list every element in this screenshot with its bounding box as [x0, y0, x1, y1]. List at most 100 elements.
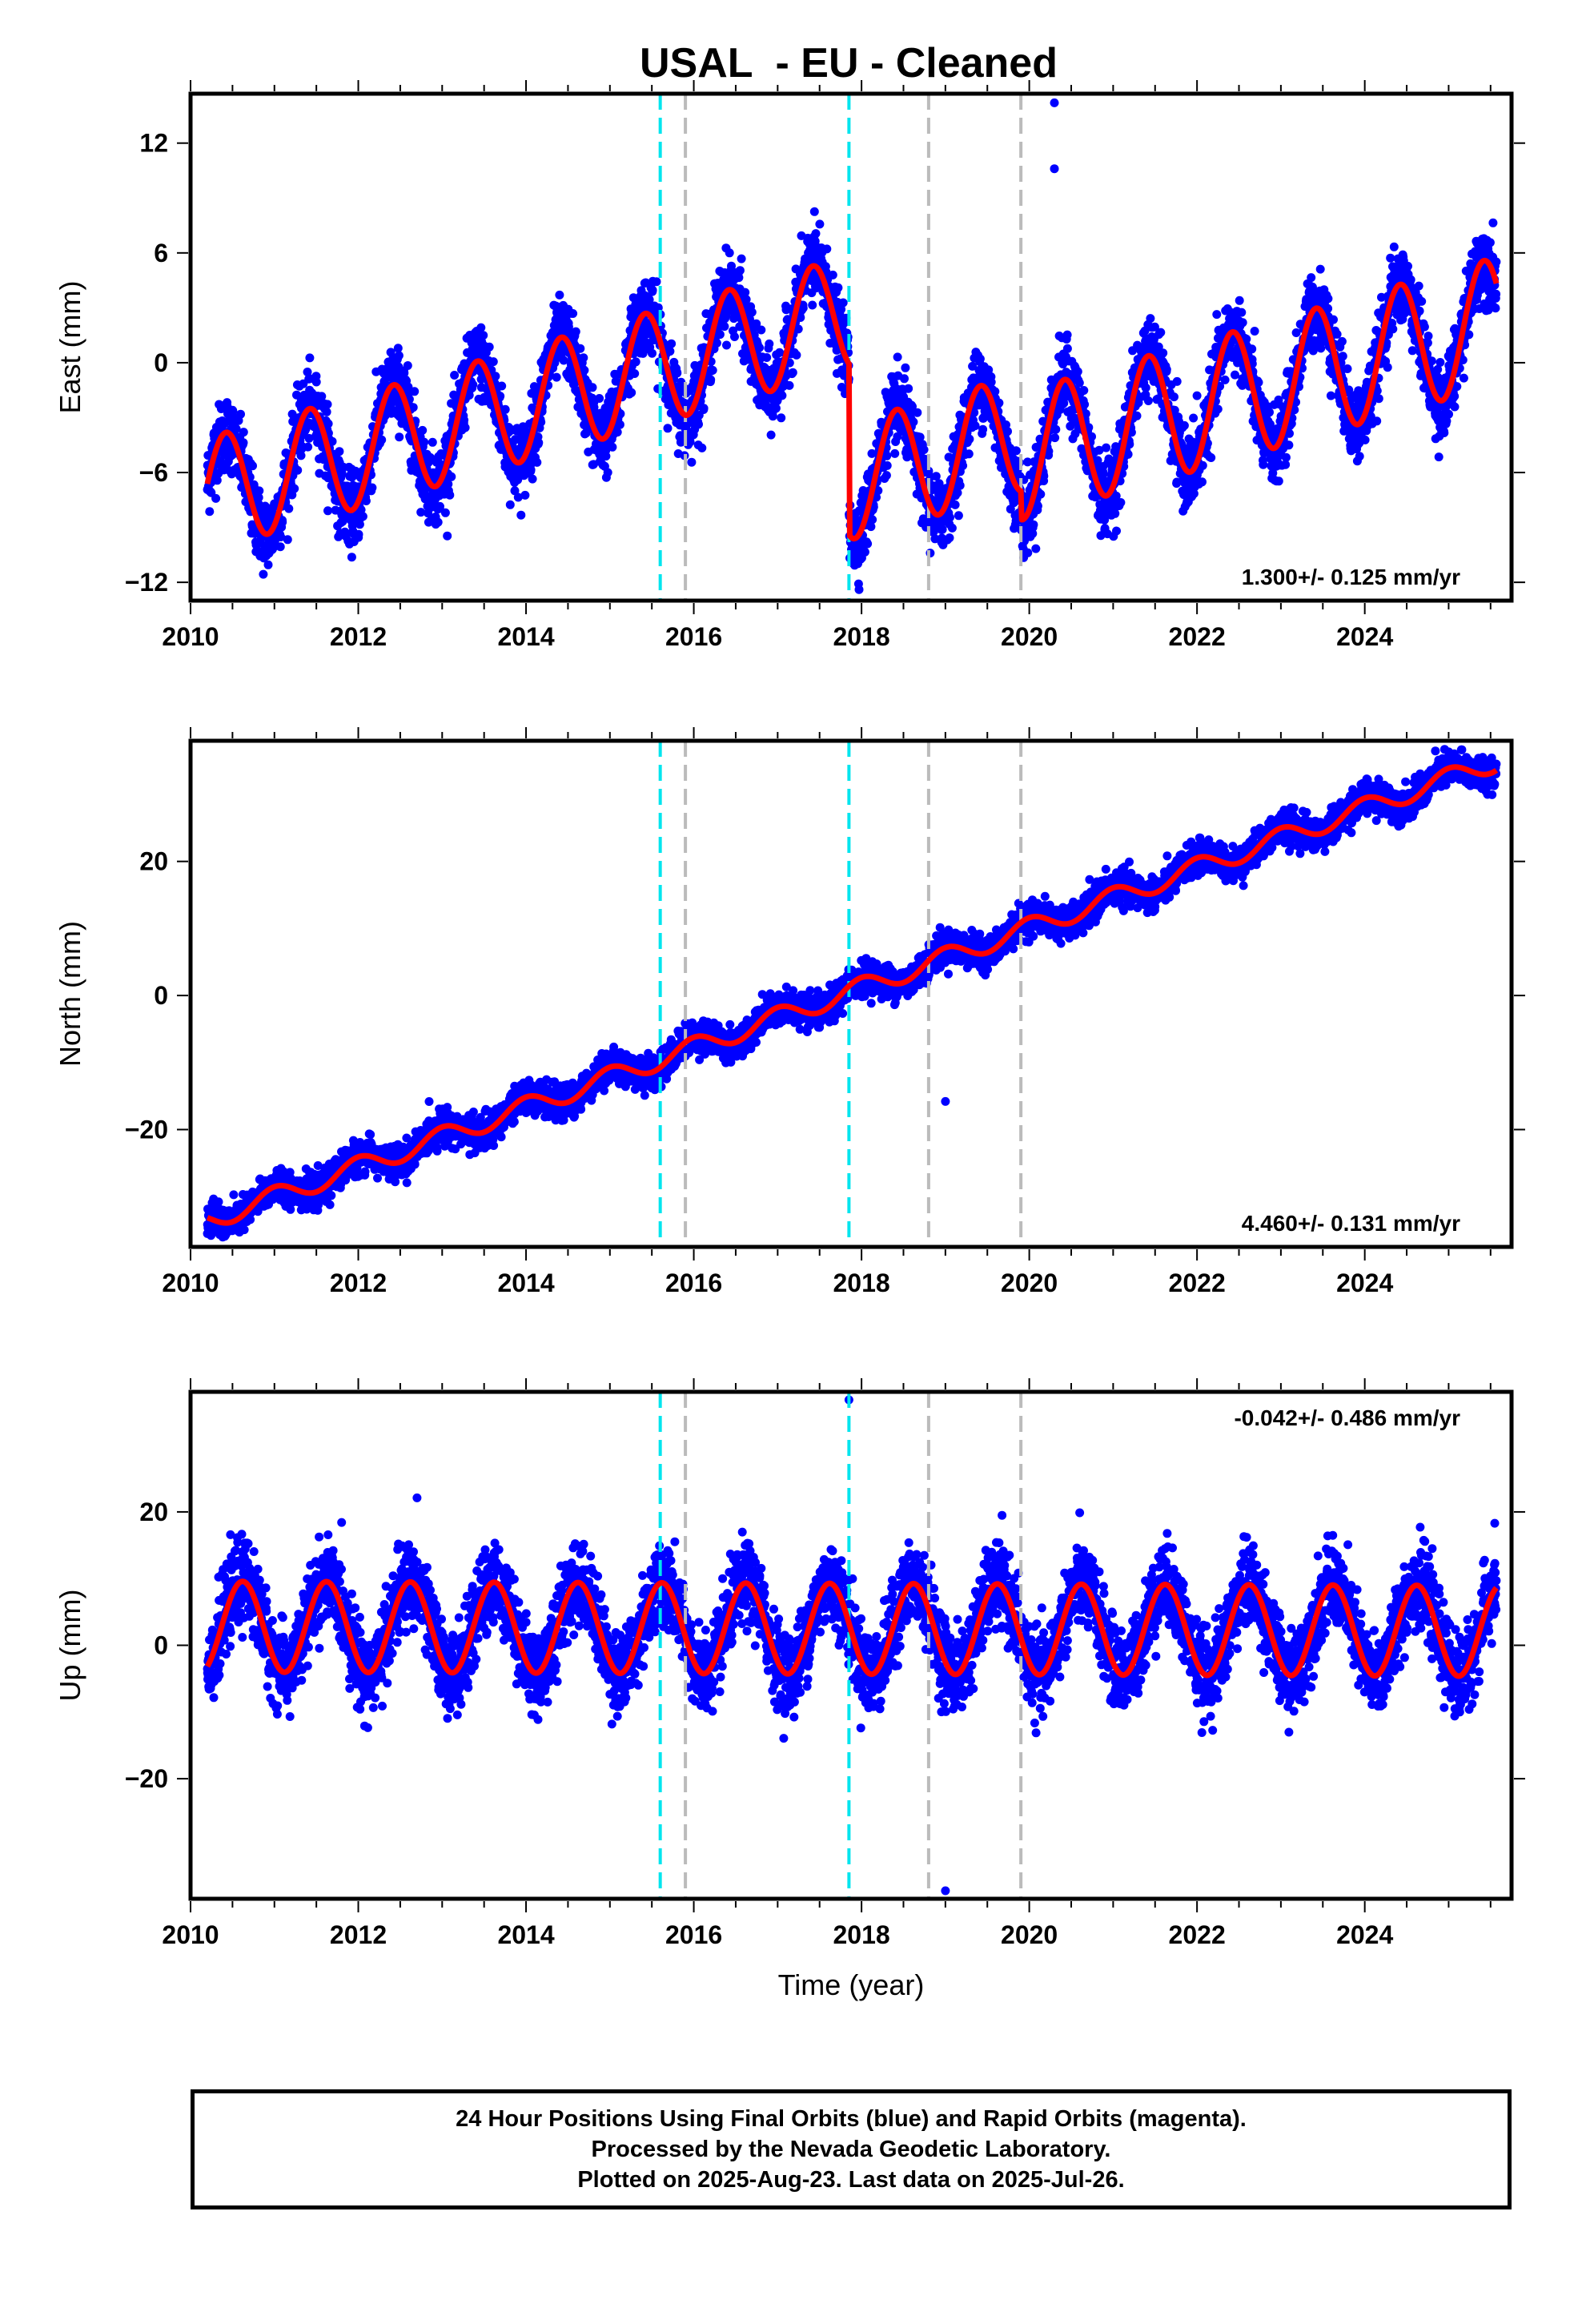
data-point [919, 445, 929, 454]
panels: 2010 2012 2014 2016 2018 2020 2022 2024−12−6061… [54, 80, 1525, 2001]
data-point [479, 331, 488, 340]
data-point [854, 585, 864, 594]
data-point [1112, 526, 1121, 536]
data-point [630, 369, 640, 378]
data-point [428, 437, 437, 447]
data-point [612, 428, 622, 437]
data-point [1023, 548, 1033, 557]
data-point [777, 413, 786, 423]
data-point [322, 407, 331, 416]
data-point [211, 493, 221, 503]
data-point [1281, 452, 1291, 462]
data-point [426, 452, 435, 462]
data-point [393, 344, 403, 353]
data-point [205, 507, 215, 517]
data-point [1250, 327, 1259, 336]
data-point [697, 443, 707, 452]
data-point [954, 511, 963, 521]
data-point [236, 409, 245, 419]
data-point [311, 377, 321, 387]
data-point [822, 244, 832, 254]
data-point [706, 375, 716, 384]
data-point [1116, 498, 1126, 507]
data-point [283, 535, 292, 545]
data-point [1315, 264, 1325, 274]
data-point [737, 254, 746, 263]
data-point [534, 438, 544, 448]
data-point [808, 300, 817, 310]
data-point [335, 447, 344, 456]
data-point [890, 448, 900, 458]
data-point [615, 420, 624, 429]
data-point [762, 353, 772, 362]
data-point [450, 371, 460, 380]
data-point [231, 424, 241, 433]
data-point [290, 484, 299, 493]
data-point [1170, 392, 1178, 402]
data-point [323, 419, 333, 428]
data-point [833, 283, 843, 292]
data-point [433, 517, 443, 527]
data-point [212, 476, 222, 485]
data-point [1237, 308, 1247, 317]
data-point [978, 424, 988, 434]
data-point [526, 465, 536, 475]
data-point [938, 525, 947, 534]
panel-east: 2010 2012 2014 2016 2018 2020 2022 2024−12−6061… [54, 80, 1525, 651]
data-point [1141, 383, 1150, 392]
data-point [699, 404, 709, 413]
data-point [1238, 318, 1247, 328]
data-point [1132, 411, 1142, 420]
data-point [358, 512, 367, 521]
data-point [673, 368, 682, 378]
data-point [694, 420, 703, 429]
data-point [420, 437, 429, 447]
data-point [1343, 364, 1352, 373]
data-point [1265, 408, 1274, 417]
data-point [460, 416, 469, 424]
data-point [1329, 315, 1338, 324]
data-point [284, 504, 294, 513]
data-point [248, 461, 257, 471]
data-point [410, 387, 420, 396]
data-point [1172, 376, 1182, 386]
data-point [516, 510, 526, 520]
data-point [712, 338, 721, 348]
data-point [588, 383, 597, 392]
data-point [1189, 413, 1199, 423]
data-point [947, 523, 957, 533]
data-point [505, 500, 515, 509]
data-point [1284, 440, 1294, 450]
data-point [1235, 296, 1244, 305]
data-point [464, 391, 474, 400]
data-point [416, 508, 426, 517]
data-point [394, 351, 404, 360]
data-point [496, 392, 505, 401]
data-point [755, 343, 764, 352]
data-point [1338, 352, 1347, 361]
data-point [460, 423, 470, 432]
data-point [296, 451, 306, 460]
data-point [347, 553, 356, 562]
data-point [361, 497, 371, 505]
data-point [395, 432, 404, 442]
data-point [484, 342, 494, 352]
data-point [367, 483, 377, 493]
data-point [970, 421, 980, 431]
data-point [440, 508, 450, 517]
data-point [730, 332, 739, 341]
data-point [768, 412, 777, 421]
data-point [356, 505, 366, 514]
data-point [708, 365, 717, 375]
data-point [603, 468, 612, 477]
data-point [447, 472, 456, 481]
data-point [293, 465, 303, 475]
data-point [627, 388, 636, 397]
data-point [648, 285, 657, 295]
data-point [950, 500, 960, 509]
data-point [631, 357, 640, 367]
data-point [377, 435, 387, 444]
data-point [766, 430, 776, 440]
data-point [900, 374, 909, 384]
